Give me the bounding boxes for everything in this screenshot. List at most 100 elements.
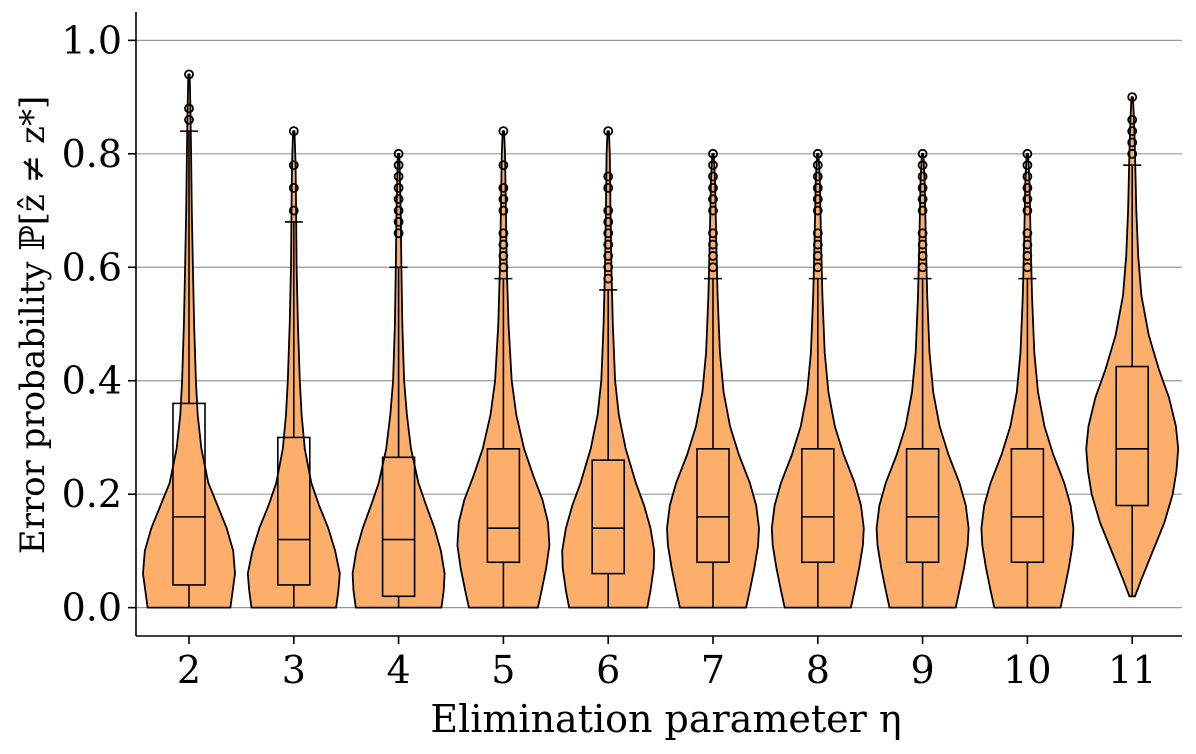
x-tick-label: 11 bbox=[1108, 648, 1156, 692]
outlier-point bbox=[393, 228, 404, 239]
violin-group-eta-6 bbox=[561, 126, 656, 609]
x-axis-label: Elimination parameter η bbox=[430, 697, 901, 741]
outlier-point bbox=[917, 262, 928, 273]
outlier-point bbox=[1127, 114, 1138, 125]
outlier-point bbox=[812, 239, 823, 250]
outlier-point bbox=[708, 251, 718, 261]
ticks: 0.0 0.2 0.4 0.6 0.8 1.0 2 3 4 5 6 7 8 9 10 11 bbox=[62, 18, 1157, 692]
outlier-point bbox=[603, 171, 614, 182]
outlier-point bbox=[603, 216, 614, 227]
outlier-point bbox=[1022, 171, 1033, 182]
x-tick-label: 5 bbox=[491, 648, 515, 692]
outlier-point bbox=[708, 239, 718, 250]
x-tick-label: 9 bbox=[911, 648, 935, 692]
outlier-point bbox=[288, 126, 299, 137]
outlier-point bbox=[917, 228, 928, 239]
outlier-point bbox=[917, 171, 928, 182]
outlier-point bbox=[1022, 239, 1033, 250]
outlier-point bbox=[603, 182, 614, 193]
violin-group-eta-2 bbox=[142, 69, 236, 609]
outlier-point bbox=[393, 194, 404, 205]
violin-group-eta-10 bbox=[980, 148, 1075, 609]
x-tick-label: 7 bbox=[701, 648, 725, 692]
outlier-point bbox=[812, 148, 823, 159]
outlier-point bbox=[498, 182, 509, 193]
outlier-point bbox=[603, 251, 614, 261]
y-tick-label: 0.0 bbox=[62, 586, 122, 630]
y-tick-label: 0.4 bbox=[62, 359, 122, 403]
violin-group-eta-8 bbox=[770, 148, 865, 609]
y-tick-label: 0.6 bbox=[62, 245, 122, 289]
x-tick-label: 3 bbox=[282, 648, 306, 692]
outlier-point bbox=[1127, 126, 1138, 137]
x-tick-label: 8 bbox=[806, 648, 830, 692]
y-tick-label: 0.8 bbox=[62, 132, 122, 176]
outlier-point bbox=[708, 205, 718, 216]
y-tick-label: 0.2 bbox=[62, 472, 122, 516]
outlier-point bbox=[603, 273, 614, 284]
outlier-point bbox=[1127, 148, 1138, 159]
outlier-point bbox=[708, 262, 718, 273]
outlier-point bbox=[812, 262, 823, 273]
outlier-point bbox=[603, 228, 614, 239]
outlier-point bbox=[917, 251, 928, 261]
iqr-box bbox=[276, 436, 311, 586]
axes bbox=[135, 12, 1182, 637]
outlier-point bbox=[184, 114, 194, 125]
violin-group-eta-3 bbox=[246, 126, 341, 609]
outlier-point bbox=[393, 216, 404, 227]
outlier-point bbox=[812, 205, 823, 216]
iqr-box bbox=[1010, 447, 1045, 564]
outlier-point bbox=[393, 182, 404, 193]
x-tick-label: 10 bbox=[1003, 648, 1051, 692]
outlier-point bbox=[708, 194, 718, 205]
outlier-point bbox=[393, 148, 404, 159]
outlier-point bbox=[1022, 148, 1033, 159]
outlier-point bbox=[1127, 92, 1138, 102]
outlier-point bbox=[1022, 262, 1033, 273]
y-axis-label: Error probability ℙ[ẑ ≠ z*] bbox=[13, 96, 53, 554]
outlier-point bbox=[812, 251, 823, 261]
iqr-box bbox=[381, 456, 416, 598]
outlier-point bbox=[498, 205, 509, 216]
x-tick-label: 4 bbox=[387, 648, 411, 692]
outlier-point bbox=[917, 160, 928, 171]
outlier-point bbox=[288, 205, 299, 216]
outlier-point bbox=[288, 160, 299, 171]
outlier-point bbox=[708, 148, 718, 159]
outlier-point bbox=[1022, 228, 1033, 239]
outlier-point bbox=[603, 205, 614, 216]
outlier-point bbox=[1022, 205, 1033, 216]
outlier-point bbox=[1022, 182, 1033, 193]
outlier-point bbox=[603, 262, 614, 273]
outlier-point bbox=[708, 228, 718, 239]
outlier-point bbox=[288, 182, 299, 193]
outlier-point bbox=[812, 182, 823, 193]
outlier-point bbox=[1022, 194, 1033, 205]
iqr-box bbox=[696, 447, 730, 564]
outlier-point bbox=[812, 194, 823, 205]
outlier-point bbox=[184, 69, 194, 80]
outlier-point bbox=[603, 239, 614, 250]
outlier-point bbox=[498, 126, 509, 137]
outlier-point bbox=[917, 239, 928, 250]
outlier-point bbox=[603, 126, 614, 137]
outlier-point bbox=[708, 160, 718, 171]
x-tick-label: 2 bbox=[177, 648, 201, 692]
violins bbox=[142, 69, 1180, 609]
outlier-point bbox=[184, 103, 194, 114]
outlier-point bbox=[393, 205, 404, 216]
violin-group-eta-4 bbox=[351, 148, 446, 609]
iqr-box bbox=[172, 402, 206, 586]
violin-group-eta-7 bbox=[666, 148, 760, 609]
outlier-point bbox=[708, 182, 718, 193]
violin-group-eta-11 bbox=[1085, 92, 1180, 598]
outlier-point bbox=[498, 194, 509, 205]
iqr-box bbox=[905, 447, 940, 564]
outlier-point bbox=[812, 171, 823, 182]
iqr-box bbox=[591, 459, 626, 575]
iqr-box bbox=[800, 447, 835, 564]
outlier-point bbox=[812, 228, 823, 239]
outlier-point bbox=[498, 160, 509, 171]
